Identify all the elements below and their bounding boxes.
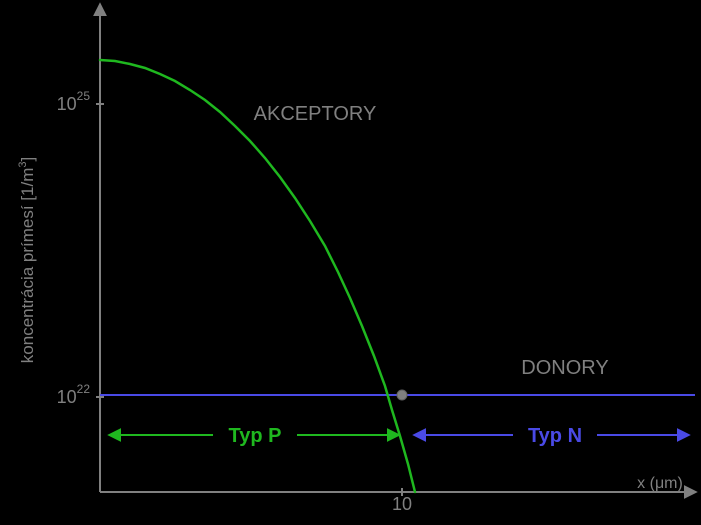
acceptors-label: AKCEPTORY (254, 103, 377, 125)
donors-label: DONORY (521, 357, 608, 379)
y-tick-label: 1022 (57, 382, 91, 407)
y-axis-label: koncentrácia prímesí [1/m3] (17, 157, 37, 363)
intersection-point (397, 390, 407, 400)
type-n-label: Typ N (528, 425, 582, 447)
x-tick-label: 10 (392, 494, 412, 514)
y-tick-label: 1025 (57, 89, 91, 114)
x-axis-label: x (μm) (637, 475, 683, 492)
type-p-label: Typ P (229, 425, 282, 447)
